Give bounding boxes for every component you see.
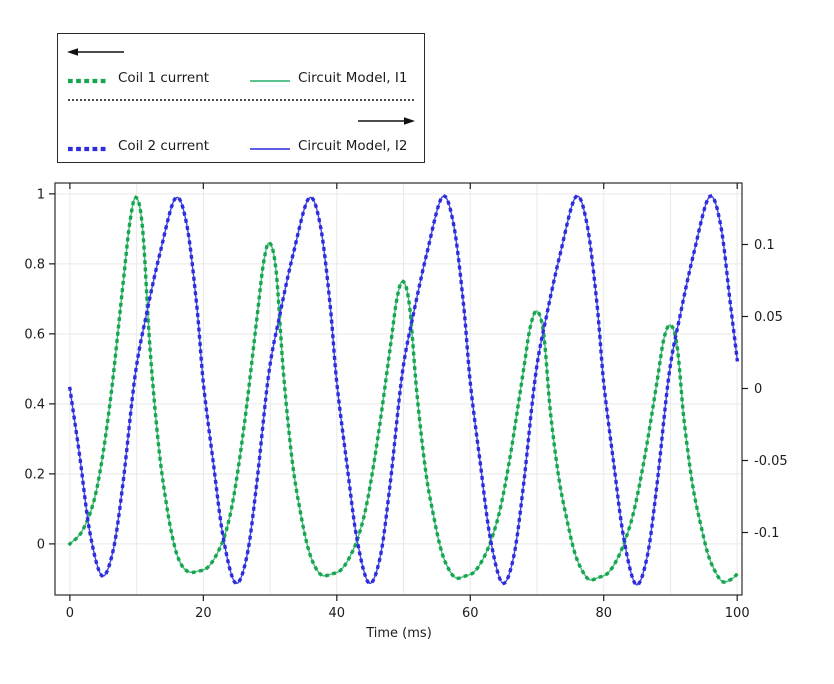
legend-label-circuit-i2: Circuit Model, I2	[298, 138, 408, 154]
left-y-tick-label: 0.4	[24, 397, 45, 412]
x-tick-label: 40	[329, 606, 346, 621]
x-tick-label: 0	[66, 606, 74, 621]
x-tick-label: 60	[462, 606, 479, 621]
right-y-tick-label: 0.1	[754, 238, 775, 253]
legend-label-circuit-i1: Circuit Model, I1	[298, 70, 408, 86]
left-y-tick-label: 1	[37, 187, 45, 202]
right-y-tick-label: 0	[754, 382, 762, 397]
left-y-tick-label: 0.6	[24, 327, 45, 342]
left-y-tick-label: 0.2	[24, 467, 45, 482]
x-tick-label: 100	[725, 606, 750, 621]
right-y-tick-label: -0.1	[754, 526, 779, 541]
legend-box: Coil 1 current Circuit Model, I1 Coil 2 …	[57, 33, 425, 163]
axis-ticks	[49, 183, 748, 601]
left-axis-arrow-icon	[67, 48, 124, 56]
right-y-tick-label: -0.05	[754, 454, 788, 469]
x-axis-title: Time (ms)	[366, 626, 432, 641]
x-tick-label: 80	[595, 606, 612, 621]
plot-border	[54, 182, 743, 596]
circuit-model-i2-solid-swatch	[250, 148, 290, 150]
coil2-dotted-swatch	[68, 146, 108, 152]
left-y-tick-label: 0	[37, 537, 45, 552]
right-axis-arrow-icon	[358, 117, 415, 125]
legend-label-coil1: Coil 1 current	[118, 70, 210, 86]
series-circuit-model-i2	[69, 195, 738, 586]
series-coil-1-current	[67, 195, 740, 584]
legend-separator	[68, 99, 414, 101]
coil1-dotted-swatch	[68, 78, 108, 84]
right-y-tick-label: 0.05	[754, 310, 783, 325]
gridlines	[55, 183, 742, 595]
circuit-model-i1-solid-swatch	[250, 80, 290, 82]
series-curves	[67, 194, 740, 587]
axis-tick-labels: 0 20 40 60 80 100 0 0.2 0.4 0.6 0.8 1 0.1 0.05 0 -0.05 -…	[24, 187, 787, 621]
legend-label-coil2: Coil 2 current	[118, 138, 210, 154]
x-tick-label: 20	[195, 606, 212, 621]
left-y-tick-label: 0.8	[24, 257, 45, 272]
